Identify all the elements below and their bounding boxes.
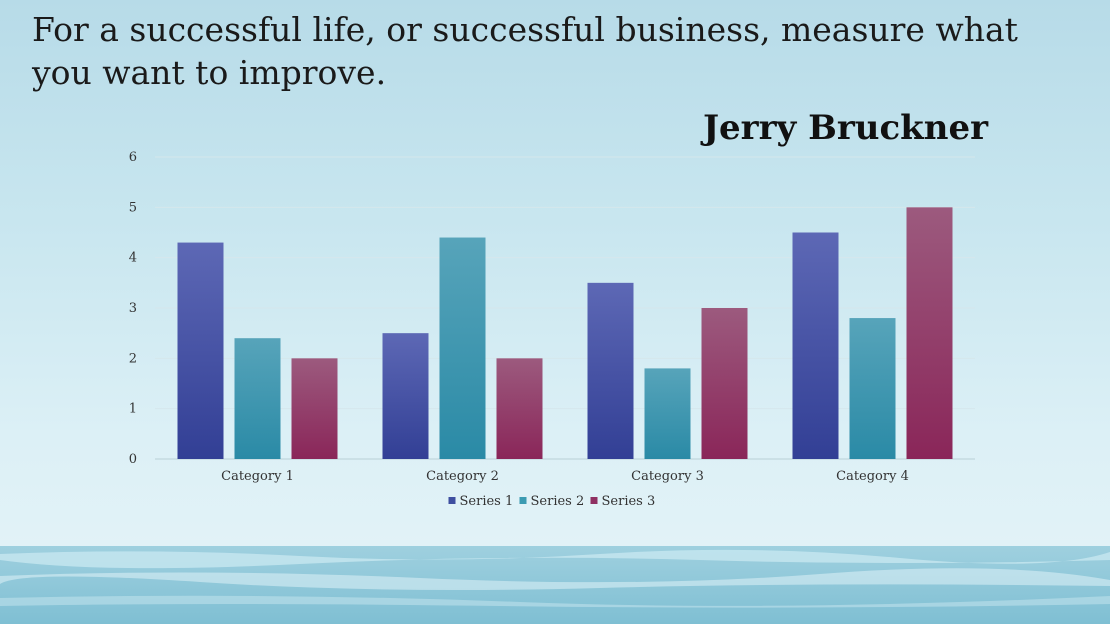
y-tick-label: 3 <box>129 301 137 316</box>
bar-series-1-category-1 <box>177 242 224 459</box>
legend: Series 1 Series 2 Series 3 <box>448 494 656 509</box>
x-tick-label: Category 2 <box>426 469 499 484</box>
bar-series-2-category-3 <box>644 368 691 459</box>
legend-label: Series 2 <box>531 494 585 509</box>
quote-author: Jerry Bruckner <box>702 108 988 148</box>
legend-label: Series 3 <box>602 494 656 509</box>
quote-text: For a successful life, or successful bus… <box>32 10 1018 92</box>
x-tick-label: Category 3 <box>631 469 704 484</box>
bar-series-1-category-3 <box>587 282 634 459</box>
bar-series-3-category-3 <box>701 308 748 459</box>
x-axis-ticks: Category 1 Category 2 Category 3 Category 4 <box>221 469 909 484</box>
legend-swatch <box>590 497 598 504</box>
bar-series-2-category-2 <box>439 237 486 459</box>
bar-series-3-category-1 <box>291 358 338 459</box>
x-tick-label: Category 1 <box>221 469 294 484</box>
bar-series-2-category-1 <box>234 338 281 459</box>
x-tick-label: Category 4 <box>836 469 909 484</box>
legend-swatch <box>448 497 456 504</box>
bar-series-3-category-4 <box>906 207 953 459</box>
y-tick-label: 6 <box>129 150 137 165</box>
y-tick-label: 5 <box>129 200 137 215</box>
sea-background-decoration <box>0 546 1110 624</box>
y-tick-label: 0 <box>129 452 137 467</box>
bar-series-2-category-4 <box>849 318 896 459</box>
y-axis-ticks: 0 1 2 3 4 5 6 <box>129 150 137 467</box>
legend-label: Series 1 <box>460 494 514 509</box>
bar-series-1-category-2 <box>382 333 429 459</box>
y-tick-label: 1 <box>129 402 137 417</box>
y-tick-label: 2 <box>129 351 137 366</box>
bar-series-3-category-2 <box>496 358 543 459</box>
bar-series-1-category-4 <box>792 232 839 459</box>
bars <box>177 207 953 459</box>
y-tick-label: 4 <box>129 251 137 266</box>
legend-swatch <box>519 497 527 504</box>
